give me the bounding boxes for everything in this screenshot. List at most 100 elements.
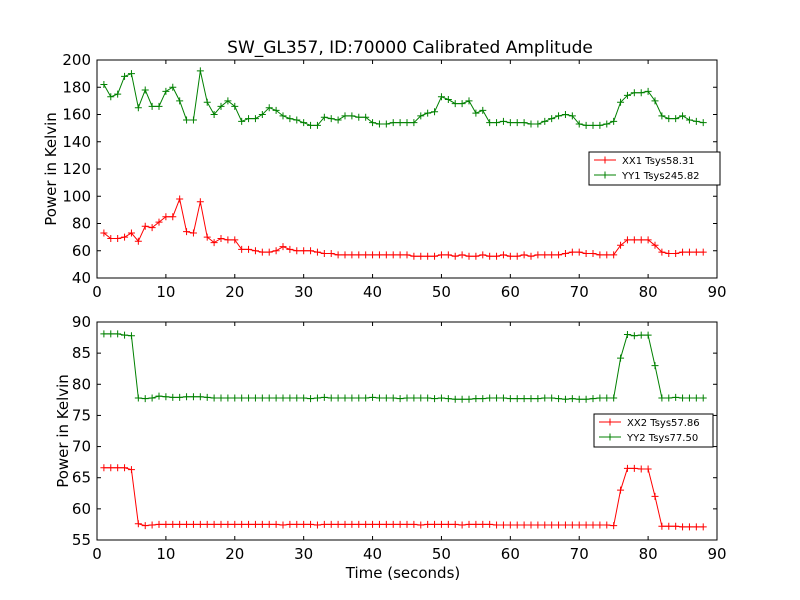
top-panel: 0 10 20 30 40 50 60 70 80 90 40 60 80 100 120 140 160 180… (42, 51, 727, 301)
x-tick-label: 60 (501, 283, 520, 301)
data-point-marker (493, 119, 501, 127)
data-point-marker (286, 115, 294, 123)
data-point-marker (534, 251, 542, 259)
legend-marker (606, 433, 614, 441)
data-point-marker (410, 394, 418, 402)
data-point-marker (513, 395, 521, 403)
data-point-marker (203, 393, 211, 401)
data-point-marker (451, 395, 459, 403)
data-point-marker (362, 113, 370, 121)
data-point-marker (176, 97, 184, 105)
data-point-marker (437, 520, 445, 528)
data-point-marker (293, 116, 301, 124)
data-point-marker (121, 464, 129, 472)
data-point-marker (561, 111, 569, 118)
data-point-marker (148, 102, 156, 110)
data-point-marker (417, 394, 425, 402)
data-point-marker (699, 119, 707, 127)
data-point-marker (258, 111, 266, 118)
data-point-marker (176, 393, 184, 401)
data-point-marker (238, 520, 246, 528)
data-point-marker (479, 251, 487, 259)
data-point-marker (665, 115, 673, 123)
x-tick-label: 70 (570, 283, 589, 301)
data-point-marker (630, 236, 638, 244)
data-point-marker (245, 394, 253, 402)
data-point-marker (141, 222, 149, 230)
data-point-marker (596, 251, 604, 259)
data-point-marker (224, 97, 232, 105)
x-tick-label: 30 (294, 283, 313, 301)
data-point-marker (189, 229, 197, 237)
y-tick-label: 200 (62, 51, 91, 69)
x-tick-label: 60 (501, 545, 520, 563)
data-point-marker (183, 116, 191, 124)
data-point-marker (251, 394, 259, 402)
data-point-marker (189, 520, 197, 528)
data-point-marker (451, 100, 459, 108)
data-point-marker (575, 120, 583, 128)
data-point-marker (382, 520, 390, 528)
y-tick-label: 60 (72, 242, 91, 260)
data-point-marker (307, 121, 315, 129)
data-point-marker (637, 331, 645, 339)
data-point-marker (527, 521, 535, 529)
data-point-marker (534, 521, 542, 529)
legend-marker (601, 156, 609, 164)
data-point-marker (300, 520, 308, 528)
data-point-marker (617, 354, 625, 362)
data-point-marker (313, 394, 321, 402)
data-point-marker (217, 102, 225, 110)
x-tick-label: 80 (639, 283, 658, 301)
x-tick-label: 0 (92, 283, 102, 301)
data-point-marker (444, 251, 452, 259)
data-point-marker (644, 236, 652, 244)
data-point-marker (300, 247, 308, 255)
data-point-marker (148, 521, 156, 529)
x-tick-label: 30 (294, 545, 313, 563)
data-point-marker (121, 233, 129, 241)
data-point-marker (334, 116, 342, 124)
data-point-marker (658, 522, 666, 530)
data-point-marker (548, 115, 556, 123)
data-point-marker (665, 522, 673, 530)
data-point-marker (341, 520, 349, 528)
data-point-marker (424, 252, 432, 260)
data-point-marker (169, 520, 177, 528)
data-point-marker (300, 394, 308, 402)
data-point-marker (493, 252, 501, 260)
y-tick-label: 75 (72, 406, 91, 424)
data-point-marker (107, 93, 115, 101)
data-point-marker (623, 236, 631, 244)
y-tick-label: 80 (72, 215, 91, 233)
data-point-marker (231, 394, 239, 402)
data-point-marker (238, 245, 246, 253)
data-point-marker (513, 521, 521, 529)
data-point-marker (561, 395, 569, 403)
data-point-marker (568, 112, 576, 120)
legend-label: XX1 Tsys58.31 (622, 156, 695, 167)
data-point-marker (685, 394, 693, 402)
data-point-marker (617, 98, 625, 106)
data-point-marker (382, 120, 390, 128)
data-point-marker (499, 394, 507, 402)
data-point-marker (499, 251, 507, 259)
data-point-marker (320, 520, 328, 528)
data-point-marker (382, 394, 390, 402)
data-point-marker (451, 252, 459, 260)
x-tick-label: 20 (225, 545, 244, 563)
data-point-marker (334, 251, 342, 259)
data-point-marker (162, 393, 170, 401)
data-point-marker (410, 252, 418, 260)
data-point-marker (617, 486, 625, 494)
y-tick-label: 180 (62, 78, 91, 96)
data-point-marker (568, 248, 576, 256)
data-point-marker (396, 251, 404, 259)
data-point-marker (155, 102, 163, 110)
data-point-marker (651, 97, 659, 105)
data-point-marker (527, 120, 535, 128)
data-point-marker (644, 465, 652, 473)
y-tick-label: 65 (72, 469, 91, 487)
data-point-marker (465, 97, 473, 105)
data-point-marker (431, 108, 439, 116)
